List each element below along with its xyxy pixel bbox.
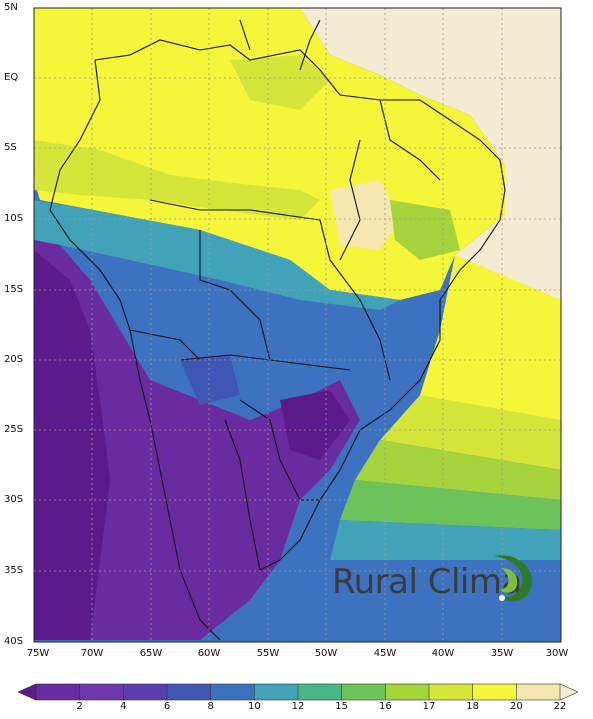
colorbar-segment (516, 683, 561, 701)
colorbar-segment (123, 683, 168, 701)
lat-label: 20S (4, 354, 24, 365)
lon-label: 75W (26, 648, 50, 659)
colorbar-tick-label: 15 (335, 701, 349, 712)
central-green-band (34, 140, 320, 220)
lat-label: EQ (4, 72, 19, 83)
country-borders (49, 19, 506, 641)
colorbar-segment (385, 683, 430, 701)
ocean-yellow-band (420, 255, 561, 420)
beige-interior-patch (330, 180, 400, 250)
rural-clima-logo: Rural Clima (332, 548, 552, 608)
lon-label: 45W (373, 648, 397, 659)
colorbar-segment (341, 683, 387, 701)
lon-label: 30W (545, 648, 569, 659)
colorbar-segment (18, 683, 37, 701)
map-frame (33, 7, 562, 643)
east-green-patch (390, 200, 460, 260)
colorbar-segment (254, 683, 299, 701)
colorbar-segment (559, 683, 578, 701)
ocean-green-band (380, 395, 561, 470)
lon-label: 55W (256, 648, 280, 659)
grid-lines (34, 8, 561, 642)
lon-label: 35W (490, 648, 514, 659)
colorbar-segment (472, 683, 518, 701)
lat-label: 5N (4, 2, 18, 13)
colorbar-segment (297, 683, 343, 701)
colorbar-segment (210, 683, 256, 701)
colorbar-tick-label: 18 (466, 701, 480, 712)
colorbar-segment (428, 683, 474, 701)
colorbar-tick-label: 17 (422, 701, 436, 712)
lat-label: 25S (4, 424, 24, 435)
colorbar-segment (35, 683, 81, 701)
cold-south-region (34, 240, 360, 640)
colorbar-segment (166, 683, 212, 701)
colorbar-tick-label: 8 (207, 701, 214, 712)
ocean-green2-band (340, 480, 561, 530)
colorbar-tick-label: 16 (378, 701, 392, 712)
south-brazil-cold (280, 390, 350, 460)
colorbar-tick-label: 22 (553, 701, 567, 712)
lat-label: 30S (4, 494, 24, 505)
lat-label: 15S (4, 284, 24, 295)
leaf-swirl-icon (494, 555, 533, 602)
colorbar-tick-label: 20 (509, 701, 523, 712)
ocean-teal-band (330, 520, 561, 560)
lat-label: 40S (4, 636, 24, 647)
andes-cold-region (34, 250, 110, 640)
lon-label: 50W (314, 648, 338, 659)
colorbar-tick-label: 10 (247, 701, 261, 712)
logo-text: Rural Clima (332, 562, 522, 602)
lon-label: 60W (197, 648, 221, 659)
lon-label: 40W (431, 648, 455, 659)
north-green-patch (230, 55, 330, 110)
color-scale-bar (18, 683, 578, 701)
lat-label: 5S (4, 142, 17, 153)
teal-transition-band (34, 200, 400, 310)
colorbar-tick-label: 4 (120, 701, 127, 712)
lon-label: 70W (80, 648, 104, 659)
colorbar-tick-label: 12 (291, 701, 305, 712)
colorbar-tick-label: 6 (163, 701, 171, 712)
lat-label: 35S (4, 565, 24, 576)
lon-label: 65W (139, 648, 163, 659)
colorbar-segment (79, 683, 125, 701)
lat-label: 10S (4, 213, 24, 224)
pantanal-patch (180, 355, 240, 405)
colorbar-tick-label: 2 (76, 701, 83, 712)
